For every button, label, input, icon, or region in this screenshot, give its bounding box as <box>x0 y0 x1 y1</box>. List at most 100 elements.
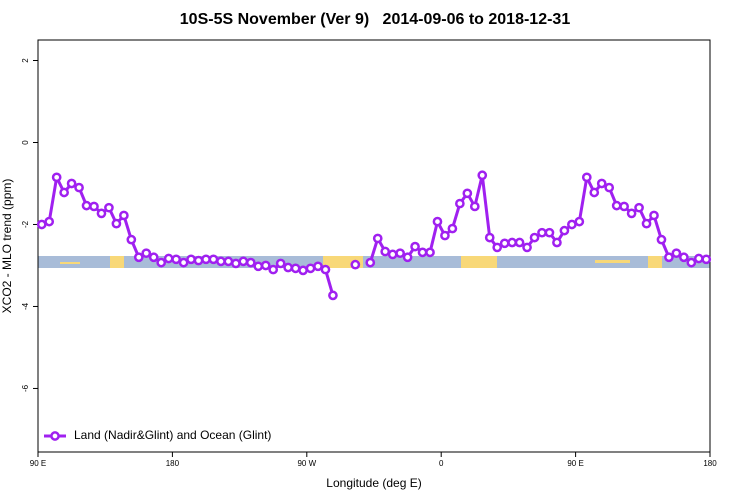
point-marker <box>634 202 644 213</box>
point-marker <box>664 252 674 263</box>
point-marker <box>298 265 308 276</box>
point-marker <box>417 247 428 258</box>
point-marker <box>499 238 510 249</box>
point-marker <box>260 260 271 271</box>
point-marker <box>111 218 122 229</box>
y-tick-label: -4 <box>21 302 30 310</box>
point-marker <box>186 254 196 265</box>
point-marker <box>238 256 249 267</box>
point-marker <box>66 178 77 189</box>
point-marker <box>656 234 667 245</box>
point-marker <box>119 210 129 221</box>
point-marker <box>81 200 92 211</box>
point-marker <box>290 263 301 274</box>
point-marker <box>223 256 234 267</box>
point-marker <box>522 242 532 253</box>
point-marker <box>529 232 540 243</box>
point-marker <box>432 216 443 227</box>
plot-frame <box>37 39 711 453</box>
point-marker <box>440 230 450 241</box>
point-marker <box>477 170 488 181</box>
point-marker <box>126 234 137 245</box>
y-tick-label: -6 <box>21 384 30 392</box>
land-segment <box>461 256 497 268</box>
point-marker <box>671 248 682 259</box>
point-marker <box>245 257 256 268</box>
point-marker <box>365 257 376 268</box>
point-marker <box>544 227 555 238</box>
point-marker <box>148 252 159 263</box>
point-marker <box>104 202 114 213</box>
point-marker <box>559 225 570 236</box>
point-marker <box>641 218 652 229</box>
point-marker <box>59 187 69 198</box>
x-tick-label: 180 <box>703 459 717 468</box>
island-marks <box>595 260 630 263</box>
point-marker <box>514 237 525 248</box>
point-marker <box>611 200 622 211</box>
point-marker <box>469 201 480 212</box>
point-marker <box>51 172 62 183</box>
point-marker <box>679 252 689 263</box>
point-marker <box>581 172 592 183</box>
point-marker <box>231 258 241 269</box>
point-marker <box>701 254 712 265</box>
x-tick-label: 90 W <box>297 459 316 468</box>
legend-marker <box>50 431 60 441</box>
point-marker <box>455 198 465 209</box>
x-tick-label: 90 E <box>567 459 583 468</box>
point-marker <box>156 257 167 268</box>
point-marker <box>171 254 181 265</box>
point-marker <box>552 237 562 248</box>
point-marker <box>462 188 473 199</box>
point-marker <box>178 257 189 268</box>
x-tick-label: 0 <box>439 459 444 468</box>
point-marker <box>484 232 495 243</box>
x-tick-label: 180 <box>166 459 180 468</box>
point-marker <box>208 254 219 265</box>
point-marker <box>507 237 517 248</box>
point-marker <box>305 263 316 274</box>
point-marker <box>626 208 637 219</box>
point-marker <box>387 249 398 260</box>
point-marker <box>447 223 458 234</box>
point-marker <box>604 182 615 193</box>
y-tick-label: -2 <box>21 220 30 228</box>
point-marker <box>619 201 629 212</box>
point-marker <box>402 252 413 263</box>
point-marker <box>89 201 99 212</box>
point-marker <box>328 290 338 301</box>
island-marks <box>60 262 80 264</box>
point-marker <box>141 248 152 259</box>
point-marker <box>163 253 174 264</box>
land-segment <box>648 256 662 268</box>
point-marker <box>283 262 293 273</box>
x-tick-label: 90 E <box>30 459 46 468</box>
point-marker <box>36 219 47 230</box>
point-marker <box>201 254 211 265</box>
point-marker <box>693 253 704 264</box>
point-marker <box>96 208 107 219</box>
y-tick-label: 0 <box>21 140 30 145</box>
point-marker <box>193 255 204 266</box>
chart-title: 10S-5S November (Ver 9) 2014-09-06 to 20… <box>180 11 571 28</box>
legend-label: Land (Nadir&Glint) and Ocean (Glint) <box>74 428 271 442</box>
point-marker <box>313 261 323 272</box>
land-segment <box>110 256 124 268</box>
point-marker <box>216 256 226 267</box>
point-marker <box>537 227 547 238</box>
y-tick-label: 2 <box>21 58 30 63</box>
point-marker <box>395 248 405 259</box>
point-marker <box>410 241 420 252</box>
point-marker <box>425 247 435 258</box>
point-marker <box>253 261 264 272</box>
point-marker <box>74 182 84 193</box>
point-marker <box>268 264 279 275</box>
x-axis-label: Longitude (deg E) <box>326 476 421 490</box>
point-marker <box>574 216 585 227</box>
point-marker <box>596 178 607 189</box>
point-marker <box>589 187 600 198</box>
point-marker <box>44 216 55 227</box>
y-axis-label: XCO2 - MLO trend (ppm) <box>0 179 14 314</box>
